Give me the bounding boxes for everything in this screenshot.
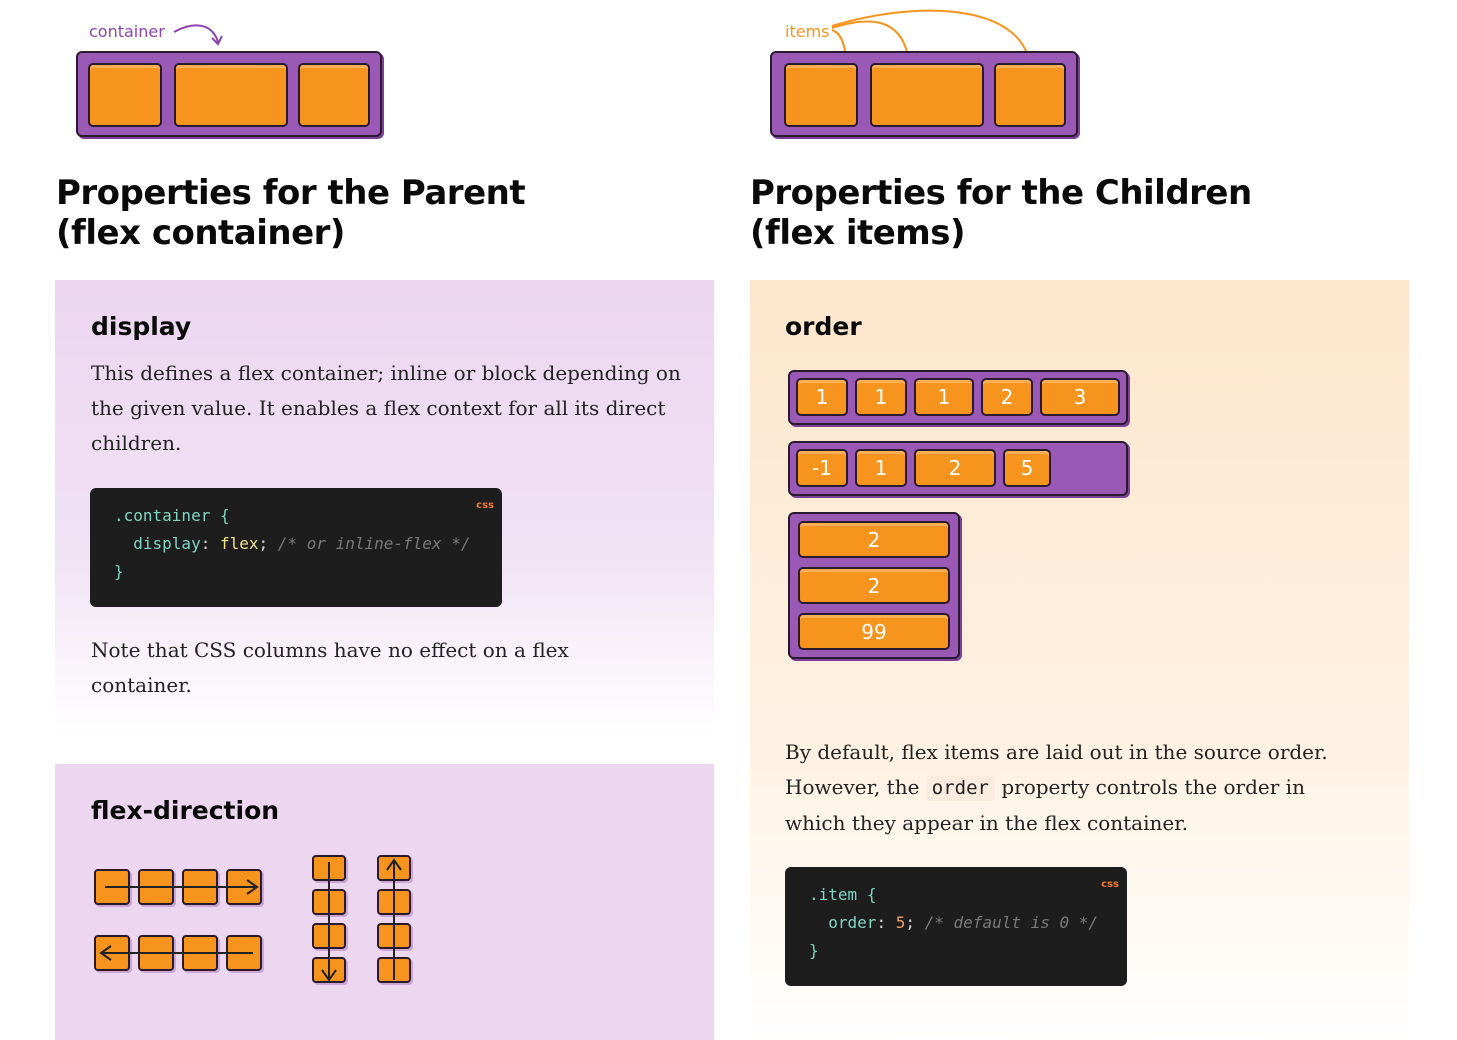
order-item — [981, 378, 1033, 416]
order-item-number: 2 — [867, 527, 881, 552]
order-item — [914, 378, 974, 416]
code-comment: /* or inline-flex */ — [277, 534, 471, 553]
order-item-number: 1 — [815, 385, 829, 409]
order-item-number: 2 — [1000, 385, 1014, 409]
order-item-number: 5 — [1020, 456, 1034, 480]
code-line-1: .container { — [114, 502, 478, 530]
items-label: items — [785, 22, 830, 41]
code-comment: /* default is 0 */ — [924, 913, 1099, 932]
code-value: 5 — [895, 913, 906, 932]
code-line-3: } — [809, 937, 1103, 965]
order-item — [855, 449, 907, 487]
order-item-number: 1 — [937, 385, 951, 409]
order-item-number: 1 — [874, 456, 888, 480]
order-item-number: 1 — [874, 385, 888, 409]
code-close-brace: } — [114, 562, 124, 581]
order-inline-code: order — [925, 775, 995, 801]
code-line-2: order: 5; /* default is 0 */ — [809, 909, 1103, 937]
order-item — [798, 521, 950, 558]
order-item-number: 3 — [1073, 385, 1087, 409]
order-code-block: css .item { order: 5; /* default is 0 */… — [785, 867, 1127, 986]
code-lang-badge: css — [476, 500, 494, 511]
order-item — [914, 449, 996, 487]
order-description-part2: property controls the order in which the… — [785, 775, 1305, 835]
order-title: order — [785, 312, 862, 341]
code-line-3: } — [114, 558, 478, 586]
order-description: By default, flex items are laid out in t… — [785, 735, 1365, 841]
code-semicolon: ; — [905, 913, 915, 932]
code-value: flex — [219, 534, 259, 553]
item-box — [88, 63, 162, 127]
children-heading-line2: (flex items) — [750, 213, 965, 253]
order-item — [798, 567, 950, 604]
order-item — [798, 613, 950, 650]
item-box — [174, 63, 288, 127]
item-box — [298, 63, 370, 127]
order-item-number: 99 — [861, 619, 887, 644]
code-colon: : — [200, 534, 211, 553]
order-item-number: 2 — [948, 456, 962, 480]
container-label: container — [89, 22, 165, 41]
parent-heading-line1: Properties for the Parent — [56, 173, 526, 213]
code-close-brace: } — [809, 941, 819, 960]
code-semicolon: ; — [258, 534, 269, 553]
order-item-number: -1 — [812, 456, 832, 480]
flex-direction-title: flex-direction — [91, 796, 280, 825]
order-item — [855, 378, 907, 416]
flex-items-illustration: items — [760, 0, 1100, 145]
order-item — [796, 449, 848, 487]
parent-heading-line2: (flex container) — [56, 213, 345, 253]
parent-heading: Properties for the Parent (flex containe… — [56, 173, 696, 253]
children-heading-line1: Properties for the Children — [750, 173, 1252, 213]
flex-direction-panel: flex-direction — [55, 764, 714, 1040]
flex-container-illustration: container — [0, 0, 400, 145]
direction-arrows-icon — [99, 858, 402, 982]
display-description: This defines a flex container; inline or… — [91, 361, 681, 455]
code-selector: .container — [114, 506, 211, 525]
code-colon: : — [876, 913, 887, 932]
code-lang-badge: css — [1101, 879, 1119, 890]
order-item — [796, 378, 848, 416]
display-panel: display This defines a flex container; i… — [55, 280, 714, 735]
item-box — [784, 63, 858, 127]
display-title: display — [91, 312, 192, 341]
display-note: Note that CSS columns have no effect on … — [91, 638, 569, 697]
code-line-1: .item { — [809, 881, 1103, 909]
flex-direction-illustration — [91, 852, 431, 992]
code-open-brace: { — [866, 885, 877, 904]
code-property: display — [133, 534, 201, 553]
order-item-number: 2 — [867, 573, 881, 598]
order-item — [1003, 449, 1051, 487]
code-open-brace: { — [219, 506, 230, 525]
item-box — [870, 63, 984, 127]
code-selector: .item — [809, 885, 858, 904]
order-description-part1: By default, flex items are laid out in t… — [785, 740, 1328, 799]
arrow-icon — [173, 24, 223, 46]
order-item — [1040, 378, 1120, 416]
code-property: order — [828, 913, 877, 932]
code-line-2: display: flex; /* or inline-flex */ — [114, 530, 478, 558]
children-heading: Properties for the Children (flex items) — [750, 173, 1390, 253]
display-code-block: css .container { display: flex; /* or in… — [90, 488, 502, 607]
item-box — [994, 63, 1066, 127]
order-panel: order 1 1 1 2 3 -1 1 2 5 2 2 99 By defau… — [750, 280, 1409, 1040]
